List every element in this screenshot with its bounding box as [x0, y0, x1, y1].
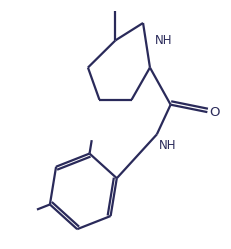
Text: NH: NH [159, 139, 177, 152]
Text: NH: NH [155, 34, 172, 47]
Text: O: O [210, 106, 220, 119]
